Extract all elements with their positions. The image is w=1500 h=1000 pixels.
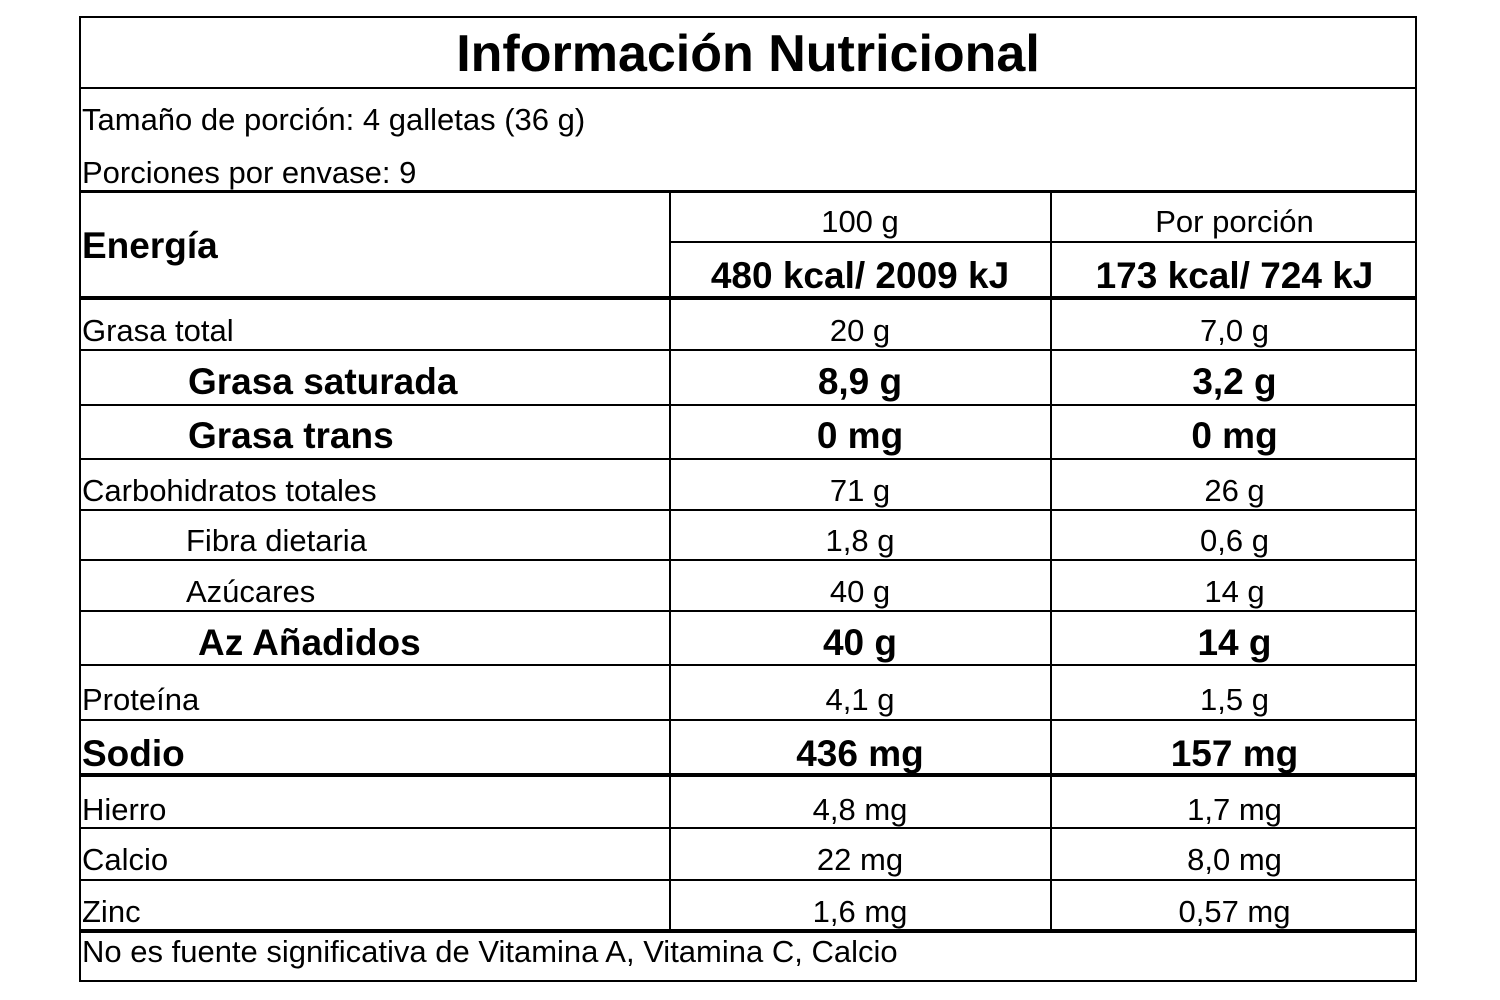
divider xyxy=(81,458,1415,460)
row-value-portion: 0 mg xyxy=(1191,415,1278,456)
divider xyxy=(81,509,1415,511)
row-value-portion: 8,0 mg xyxy=(1187,842,1282,877)
divider xyxy=(81,87,1415,89)
column-divider xyxy=(1050,191,1052,931)
row-value-portion: 3,2 g xyxy=(1192,361,1277,402)
row-value-100g: 436 mg xyxy=(796,733,924,774)
energy-100g: 480 kcal/ 2009 kJ xyxy=(710,255,1010,296)
row-label: Grasa trans xyxy=(188,415,394,456)
row-label: Grasa total xyxy=(82,313,234,348)
row-label: Calcio xyxy=(82,842,169,877)
row-value-100g: 40 g xyxy=(822,622,898,663)
divider xyxy=(81,404,1415,406)
divider xyxy=(81,664,1415,666)
row-label: Sodio xyxy=(82,733,185,774)
row-label: Carbohidratos totales xyxy=(82,473,377,508)
row-value-100g: 20 g xyxy=(829,313,891,348)
divider xyxy=(81,827,1415,829)
row-label: Hierro xyxy=(82,792,167,827)
row-value-100g: 22 mg xyxy=(816,842,904,877)
column-header-portion: Por porción xyxy=(1155,204,1314,239)
label-title: Información Nutricional xyxy=(456,25,1040,83)
row-label: Proteína xyxy=(82,682,200,717)
row-label: Grasa saturada xyxy=(188,361,458,402)
serving-size: Tamaño de porción: 4 galletas (36 g) xyxy=(82,102,586,137)
divider xyxy=(81,879,1415,881)
divider xyxy=(669,241,1415,243)
divider xyxy=(81,719,1415,721)
row-label: Fibra dietaria xyxy=(186,523,367,558)
divider xyxy=(81,610,1415,612)
row-value-portion: 26 g xyxy=(1204,473,1265,508)
row-value-100g: 4,8 mg xyxy=(812,792,908,827)
divider xyxy=(81,559,1415,561)
row-value-100g: 1,6 mg xyxy=(812,894,908,929)
row-label: Zinc xyxy=(82,894,141,929)
divider xyxy=(81,190,1415,193)
row-value-100g: 1,8 g xyxy=(825,523,895,558)
energy-label: Energía xyxy=(82,225,218,266)
row-value-portion: 14 g xyxy=(1197,622,1272,663)
row-label: Az Añadidos xyxy=(198,622,421,663)
nutrition-facts-table: Información Nutricional Tamaño de porció… xyxy=(79,16,1417,982)
row-value-portion: 0,57 mg xyxy=(1178,894,1291,929)
row-value-100g: 4,1 g xyxy=(825,682,895,717)
column-divider xyxy=(669,191,671,931)
row-value-100g: 40 g xyxy=(829,574,891,609)
divider xyxy=(81,773,1415,777)
column-header-100g: 100 g xyxy=(821,204,899,239)
divider xyxy=(81,929,1415,933)
divider xyxy=(81,296,1415,300)
row-value-portion: 1,7 mg xyxy=(1187,792,1282,827)
row-value-100g: 0 mg xyxy=(816,415,904,456)
row-value-portion: 14 g xyxy=(1204,574,1265,609)
row-value-portion: 1,5 g xyxy=(1200,682,1269,717)
row-value-portion: 157 mg xyxy=(1170,733,1299,774)
divider xyxy=(81,349,1415,351)
row-value-100g: 71 g xyxy=(829,473,891,508)
energy-portion: 173 kcal/ 724 kJ xyxy=(1095,255,1374,296)
row-value-portion: 7,0 g xyxy=(1200,313,1269,348)
footnote: No es fuente significativa de Vitamina A… xyxy=(82,934,898,969)
row-label: Azúcares xyxy=(186,574,316,609)
row-value-100g: 8,9 g xyxy=(817,361,903,402)
row-value-portion: 0,6 g xyxy=(1200,523,1269,558)
servings-per-container: Porciones por envase: 9 xyxy=(82,155,417,190)
